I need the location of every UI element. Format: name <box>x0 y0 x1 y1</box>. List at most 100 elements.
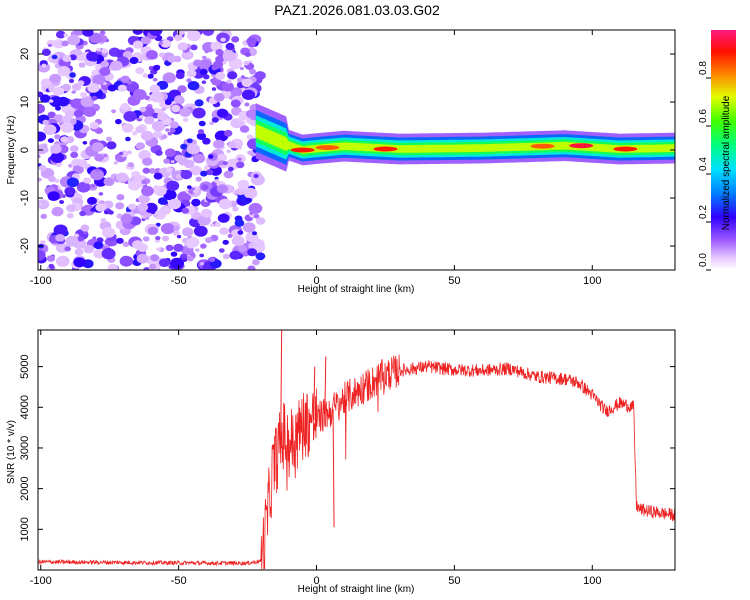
colorbar: 0.0 0.2 0.4 0.6 0.8 Normalized spectral ampl… <box>698 30 736 271</box>
noise-blob <box>98 192 104 196</box>
noise-blob <box>195 248 200 252</box>
noise-blob <box>51 206 64 217</box>
noise-blob <box>171 104 181 113</box>
noise-blob <box>139 106 147 113</box>
noise-blob <box>176 234 182 239</box>
noise-blob <box>241 89 256 101</box>
noise-blob <box>103 177 115 187</box>
noise-blob <box>80 224 90 232</box>
spectrogram-xlabel: Height of straight line (km) <box>298 284 415 295</box>
noise-blob <box>161 107 166 112</box>
noise-blob <box>215 71 226 80</box>
noise-blob <box>63 33 69 37</box>
noise-blob <box>247 150 253 155</box>
noise-blob <box>180 44 187 50</box>
noise-blob <box>159 258 170 267</box>
noise-blob <box>131 130 138 136</box>
spectral-peak <box>530 143 555 149</box>
noise-blob <box>228 141 237 149</box>
snr-plot-area <box>38 330 675 570</box>
snr-spike <box>313 366 316 421</box>
noise-blob <box>70 151 79 159</box>
noise-blob <box>55 234 65 242</box>
noise-blob <box>71 90 76 94</box>
noise-blob <box>157 197 168 205</box>
noise-blob <box>41 63 47 68</box>
noise-blob <box>224 129 233 137</box>
y-tick-label: 4000 <box>19 395 31 419</box>
noise-blob <box>77 159 88 167</box>
noise-blob <box>170 251 178 257</box>
noise-blob <box>138 194 151 204</box>
noise-blob <box>61 83 72 92</box>
noise-blob <box>201 184 209 190</box>
x-tick-label: -50 <box>171 275 187 287</box>
noise-blob <box>48 175 56 183</box>
y-tick-label: 2000 <box>19 476 31 500</box>
x-tick-label: -50 <box>171 575 187 587</box>
noise-blob <box>246 134 254 140</box>
noise-blob <box>60 136 69 144</box>
noise-blob <box>210 41 223 52</box>
noise-blob <box>100 218 107 223</box>
colorbar-tick-label: 0.4 <box>698 157 709 171</box>
noise-blob <box>40 94 51 103</box>
colorbar-ticks: 0.0 0.2 0.4 0.6 0.8 <box>698 61 711 271</box>
noise-blob <box>229 250 241 260</box>
noise-blob <box>236 161 245 169</box>
noise-blob <box>40 213 48 219</box>
noise-blob <box>153 185 167 196</box>
noise-blob <box>87 83 100 93</box>
noise-blob <box>214 179 221 184</box>
noise-blob <box>57 66 71 77</box>
noise-blob <box>222 50 236 62</box>
colorbar-tick-label: 0.8 <box>698 61 709 75</box>
noise-blob <box>213 139 225 149</box>
noise-blob <box>80 92 88 98</box>
noise-blob <box>55 105 61 111</box>
noise-blob <box>152 77 158 82</box>
noise-blob <box>240 75 245 79</box>
noise-blob <box>165 128 170 132</box>
noise-blob <box>196 132 207 140</box>
noise-blob <box>148 66 155 71</box>
spectrogram-ylabel: Frequency (Hz) <box>6 116 17 185</box>
noise-blob <box>179 107 191 117</box>
noise-blob <box>153 172 163 180</box>
noise-blob <box>186 237 200 248</box>
noise-blob <box>169 128 176 133</box>
noise-blob <box>122 241 130 247</box>
noise-blob <box>91 142 104 152</box>
noise-blob <box>170 257 184 269</box>
noise-blob <box>232 206 239 212</box>
noise-blob <box>90 184 96 188</box>
noise-blob <box>241 78 253 87</box>
noise-blob <box>163 189 177 201</box>
noise-blob <box>247 41 256 48</box>
noise-blob <box>45 78 50 83</box>
noise-blob <box>209 257 216 262</box>
noise-blob <box>53 86 65 96</box>
noise-blob <box>237 179 250 189</box>
noise-blob <box>133 175 142 182</box>
noise-blob <box>100 60 110 68</box>
noise-blob <box>231 235 245 246</box>
snr-frame <box>37 329 676 571</box>
noise-blob <box>120 102 130 110</box>
noise-blob <box>182 117 189 123</box>
noise-blob <box>52 39 65 49</box>
noise-blob <box>53 224 68 236</box>
x-tick-label: -100 <box>30 275 52 287</box>
noise-blob <box>150 254 160 262</box>
noise-blob <box>61 115 72 124</box>
noise-blob <box>147 226 159 235</box>
noise-blob <box>122 51 133 59</box>
noise-blob <box>43 124 57 135</box>
noise-blob <box>115 202 125 210</box>
noise-blob <box>255 252 266 261</box>
noise-blob <box>152 64 161 71</box>
noise-blob <box>155 236 161 241</box>
noise-blob <box>157 112 168 121</box>
noise-blob <box>137 203 149 212</box>
noise-blob <box>211 87 217 91</box>
